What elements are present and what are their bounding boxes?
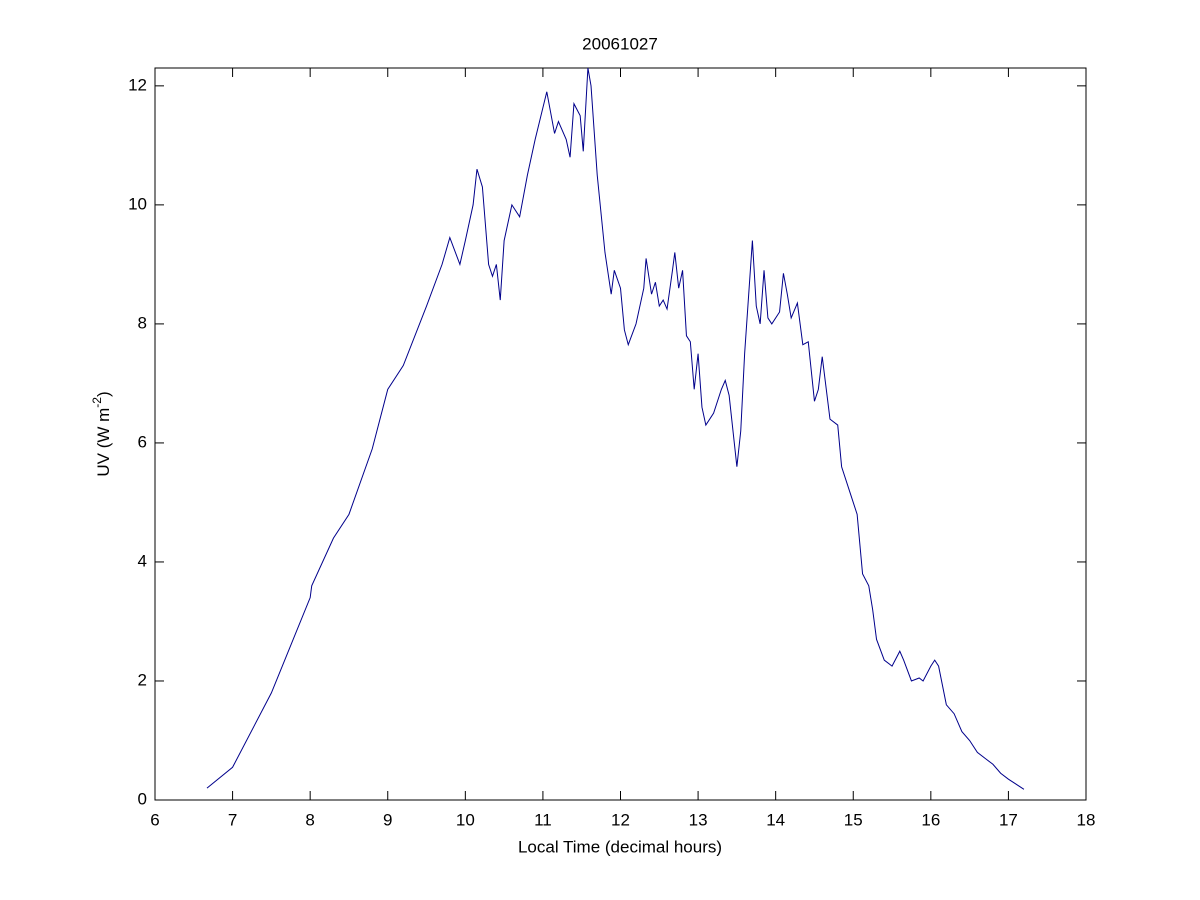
x-tick-label: 14	[766, 810, 785, 829]
x-tick-label: 18	[1077, 810, 1096, 829]
x-tick-label: 6	[150, 810, 159, 829]
y-tick-label: 8	[138, 313, 147, 332]
x-tick-label: 17	[999, 810, 1018, 829]
y-tick-label: 10	[128, 194, 147, 213]
y-tick-label: 6	[138, 432, 147, 451]
y-label-superscript: -2	[90, 397, 104, 408]
x-tick-label: 8	[305, 810, 314, 829]
y-tick-label: 4	[138, 551, 147, 570]
x-tick-label: 16	[921, 810, 940, 829]
x-tick-label: 11	[534, 810, 552, 829]
x-tick-label: 15	[844, 810, 863, 829]
y-label-suffix: )	[94, 391, 113, 397]
y-axis-label: UV (W m-2)	[90, 391, 113, 476]
y-label-text: UV (W m	[94, 408, 113, 477]
x-tick-label: 13	[689, 810, 708, 829]
chart-title: 20061027	[582, 34, 658, 53]
x-tick-label: 10	[456, 810, 475, 829]
y-tick-label: 2	[138, 670, 147, 689]
y-tick-label: 0	[138, 789, 147, 808]
x-axis-label: Local Time (decimal hours)	[518, 837, 722, 856]
x-tick-label: 9	[383, 810, 392, 829]
y-tick-label: 12	[128, 75, 147, 94]
data-line	[206, 67, 1025, 790]
x-tick-label: 12	[611, 810, 630, 829]
x-tick-label: 7	[228, 810, 237, 829]
